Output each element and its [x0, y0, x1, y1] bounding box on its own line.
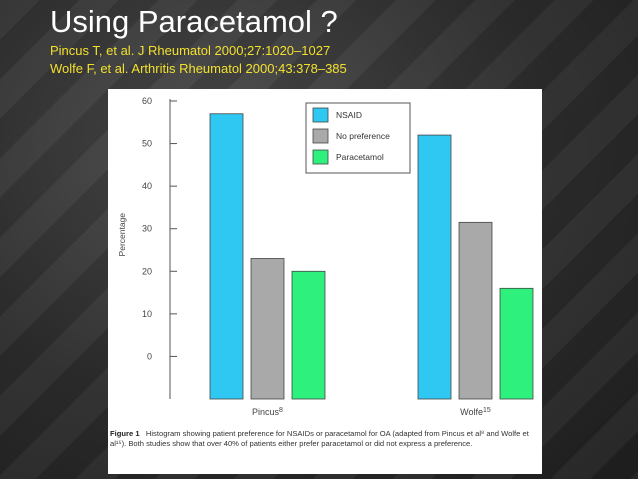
bar-chart: 0 10 20 30 40 50 60 Percentage Pincus8 Wolfe15 NSA…	[117, 96, 534, 418]
y-axis-label: Percentage	[117, 213, 127, 257]
y-tick-label: 10	[142, 309, 152, 319]
y-tick-label: 20	[142, 266, 152, 276]
figure-caption-label: Figure 1	[110, 429, 140, 438]
bar-no-preference-1	[458, 221, 493, 400]
bar-nsaid-1	[417, 134, 452, 400]
bar-paracetamol-0	[291, 270, 326, 400]
reference-wolfe: Wolfe F, et al. Arthritis Rheumatol 2000…	[50, 61, 347, 76]
y-tick-label: 0	[147, 351, 152, 361]
y-tick-label: 30	[142, 224, 152, 234]
y-tick-label: 60	[142, 96, 152, 106]
legend-swatch-nsaid	[312, 107, 329, 123]
y-tick-label: 40	[142, 181, 152, 191]
bar-nsaid-0	[209, 113, 244, 400]
bar-no-preference-0	[250, 258, 285, 400]
figure-caption: Figure 1 Histogram showing patient prefe…	[110, 429, 538, 448]
x-tick-label: Wolfe15	[460, 407, 491, 418]
slide-title: Using Paracetamol ?	[50, 4, 338, 39]
figure-caption-text: Histogram showing patient preference for…	[110, 429, 529, 448]
legend-swatch-no-preference	[312, 128, 329, 144]
reference-pincus: Pincus T, et al. J Rheumatol 2000;27:102…	[50, 43, 331, 58]
figure-panel: 0 10 20 30 40 50 60 Percentage Pincus8 Wolfe15 NSA…	[108, 89, 542, 474]
legend-label-paracetamol: Paracetamol	[336, 152, 384, 162]
legend-label-nsaid: NSAID	[336, 110, 362, 120]
bar-paracetamol-1	[499, 287, 534, 400]
y-tick-label: 50	[142, 139, 152, 149]
legend-label-no-preference: No preference	[336, 131, 390, 141]
x-tick-label: Pincus8	[252, 407, 283, 418]
legend-swatch-paracetamol	[312, 149, 329, 165]
